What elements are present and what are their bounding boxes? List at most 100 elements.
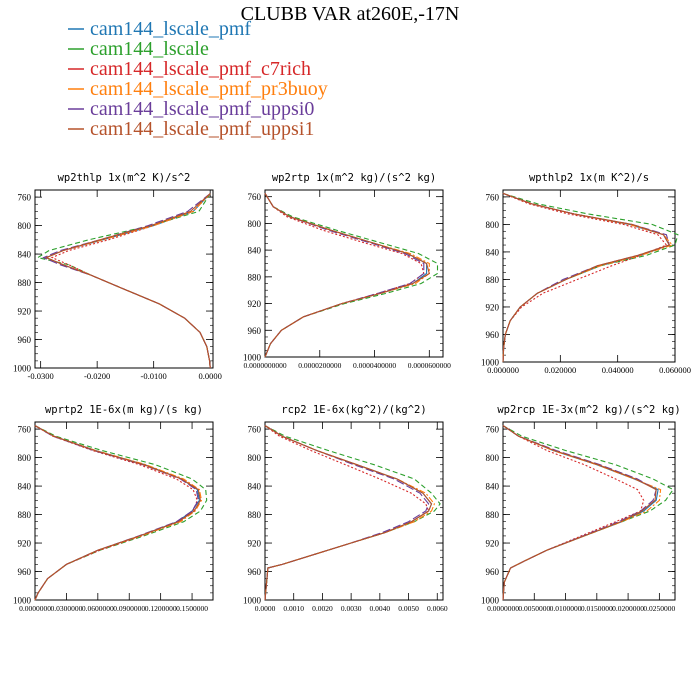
y-tick-label: 920 (486, 539, 500, 549)
x-tick-label: 0.0040 (370, 604, 391, 613)
y-tick-label: 840 (248, 246, 262, 256)
x-tick-label: 0.0000600000 (408, 361, 451, 370)
legend-entry: cam144_lscale_pmf_pr3buoy (68, 78, 328, 100)
y-tick-label: 960 (18, 567, 32, 577)
y-tick-label: 800 (486, 453, 500, 463)
x-tick-label: 0.0020 (312, 604, 333, 613)
chart-title: wprtp2 1E-6x(m kg)/(s kg) (45, 404, 203, 416)
y-tick-label: 840 (18, 482, 32, 492)
chart-title: wp2rtp 1x(m^2 kg)/(s^2 kg) (272, 172, 436, 184)
plot-frame (502, 189, 676, 363)
series-line (502, 425, 674, 601)
legend-label: cam144_lscale (90, 38, 209, 60)
series-line (44, 193, 211, 369)
series-line (264, 193, 430, 358)
y-tick-label: 960 (486, 567, 500, 577)
series-line (34, 425, 201, 601)
y-tick-label: 760 (486, 192, 500, 202)
plot-frame (264, 189, 444, 358)
chart-title: rcp2 1E-6x(kg^2)/(kg^2) (281, 404, 426, 416)
y-tick-label: 840 (486, 247, 500, 257)
plot-frame (502, 421, 676, 601)
x-tick-label: 0.0100000 (550, 604, 582, 613)
x-tick-label: 0.0200000 (612, 604, 644, 613)
y-tick-label: 760 (18, 193, 32, 203)
legend-label: cam144_lscale_pmf_pr3buoy (90, 78, 328, 100)
y-tick-label: 960 (18, 335, 32, 345)
x-tick-label: 0.1500000 (176, 604, 208, 613)
chart-panel: rcp2 1E-6x(kg^2)/(kg^2) 760 800 840 880 920 96… (243, 404, 448, 613)
y-tick-label: 1000 (243, 353, 262, 363)
y-tick-label: 920 (248, 299, 262, 309)
y-tick-label: 960 (248, 567, 262, 577)
y-tick-label: 800 (18, 453, 32, 463)
x-tick-label: 0.0000000 (487, 604, 519, 613)
y-tick-label: 880 (486, 510, 500, 520)
series-line (264, 425, 430, 601)
y-tick-label: 760 (18, 425, 32, 435)
plot-frame (34, 421, 214, 601)
y-tick-label: 960 (248, 326, 262, 336)
y-tick-label: 1000 (13, 596, 32, 606)
y-tick-label: 880 (248, 272, 262, 282)
legend-label: cam144_lscale_pmf (90, 18, 251, 40)
x-tick-label: 0.1200000 (145, 604, 177, 613)
chart-title: wpthlp2 1x(m K^2)/s (529, 172, 649, 184)
x-tick-label: 0.0000000 (19, 604, 51, 613)
series-line (264, 425, 436, 601)
x-tick-label: 0.0300000 (50, 604, 82, 613)
y-tick-label: 800 (18, 221, 32, 231)
y-tick-label: 880 (18, 510, 32, 520)
plot-frame (264, 421, 444, 601)
y-tick-label: 840 (248, 482, 262, 492)
y-tick-label: 1000 (243, 596, 262, 606)
legend-entry: cam144_lscale_pmf_uppsi1 (68, 118, 314, 140)
x-tick-label: 0.0250000 (643, 604, 675, 613)
series-line (264, 425, 433, 601)
y-tick-label: 840 (486, 482, 500, 492)
x-tick-label: 0.0050 (398, 604, 419, 613)
y-tick-label: 760 (486, 425, 500, 435)
y-tick-label: 800 (248, 453, 262, 463)
legend-label: cam144_lscale_pmf_uppsi0 (90, 98, 314, 120)
y-tick-label: 760 (248, 192, 262, 202)
y-tick-label: 1000 (13, 364, 32, 374)
series-line (34, 425, 208, 601)
x-tick-label: 0.0030 (341, 604, 362, 613)
y-tick-label: 920 (18, 307, 32, 317)
x-tick-label: 0.0050000 (518, 604, 550, 613)
x-tick-label: -0.0200 (84, 371, 110, 381)
chart-panel: wp2rtp 1x(m^2 kg)/(s^2 kg) 760 800 840 880 92… (243, 172, 451, 370)
legend-entry: cam144_lscale (68, 38, 209, 60)
y-tick-label: 920 (248, 539, 262, 549)
series-line (502, 425, 657, 601)
x-tick-label: 0.060000 (659, 365, 691, 375)
legend-entry: cam144_lscale_pmf_uppsi0 (68, 98, 314, 120)
y-tick-label: 800 (486, 220, 500, 230)
y-tick-label: 920 (18, 539, 32, 549)
x-tick-label: 0.0000 (255, 604, 276, 613)
x-tick-label: 0.0060 (427, 604, 448, 613)
chart-title: wp2rcp 1E-3x(m^2 kg)/(s^2 kg) (497, 404, 680, 416)
chart-panel: wp2thlp 1x(m^2 K)/s^2 760 800 840 880 920 960 1… (13, 172, 222, 381)
x-tick-label: 0.0000200000 (298, 361, 341, 370)
x-tick-label: 0.0600000 (82, 604, 114, 613)
series-line (264, 193, 439, 358)
x-tick-label: 0.000000 (487, 365, 519, 375)
y-tick-label: 880 (18, 278, 32, 288)
legend: cam144_lscale_pmfcam144_lscalecam144_lsc… (68, 18, 328, 140)
legend-entry: cam144_lscale_pmf (68, 18, 251, 40)
chart-panel: wpthlp2 1x(m K^2)/s 760 800 840 880 920 960 100… (481, 172, 691, 375)
x-tick-label: 0.0150000 (581, 604, 613, 613)
y-tick-label: 1000 (481, 596, 500, 606)
chart-panel: wp2rcp 1E-3x(m^2 kg)/(s^2 kg) 760 800 840 88… (481, 404, 681, 613)
x-tick-label: -0.0100 (141, 371, 167, 381)
x-tick-label: -0.0300 (28, 371, 54, 381)
figure-title: CLUBB VAR at260E,-17N (241, 3, 460, 25)
x-tick-label: 0.0000400000 (353, 361, 396, 370)
chart-panel: wprtp2 1E-6x(m kg)/(s kg) 760 800 840 880 920… (13, 404, 214, 613)
legend-label: cam144_lscale_pmf_c7rich (90, 58, 311, 80)
x-tick-label: 0.0000 (198, 371, 221, 381)
